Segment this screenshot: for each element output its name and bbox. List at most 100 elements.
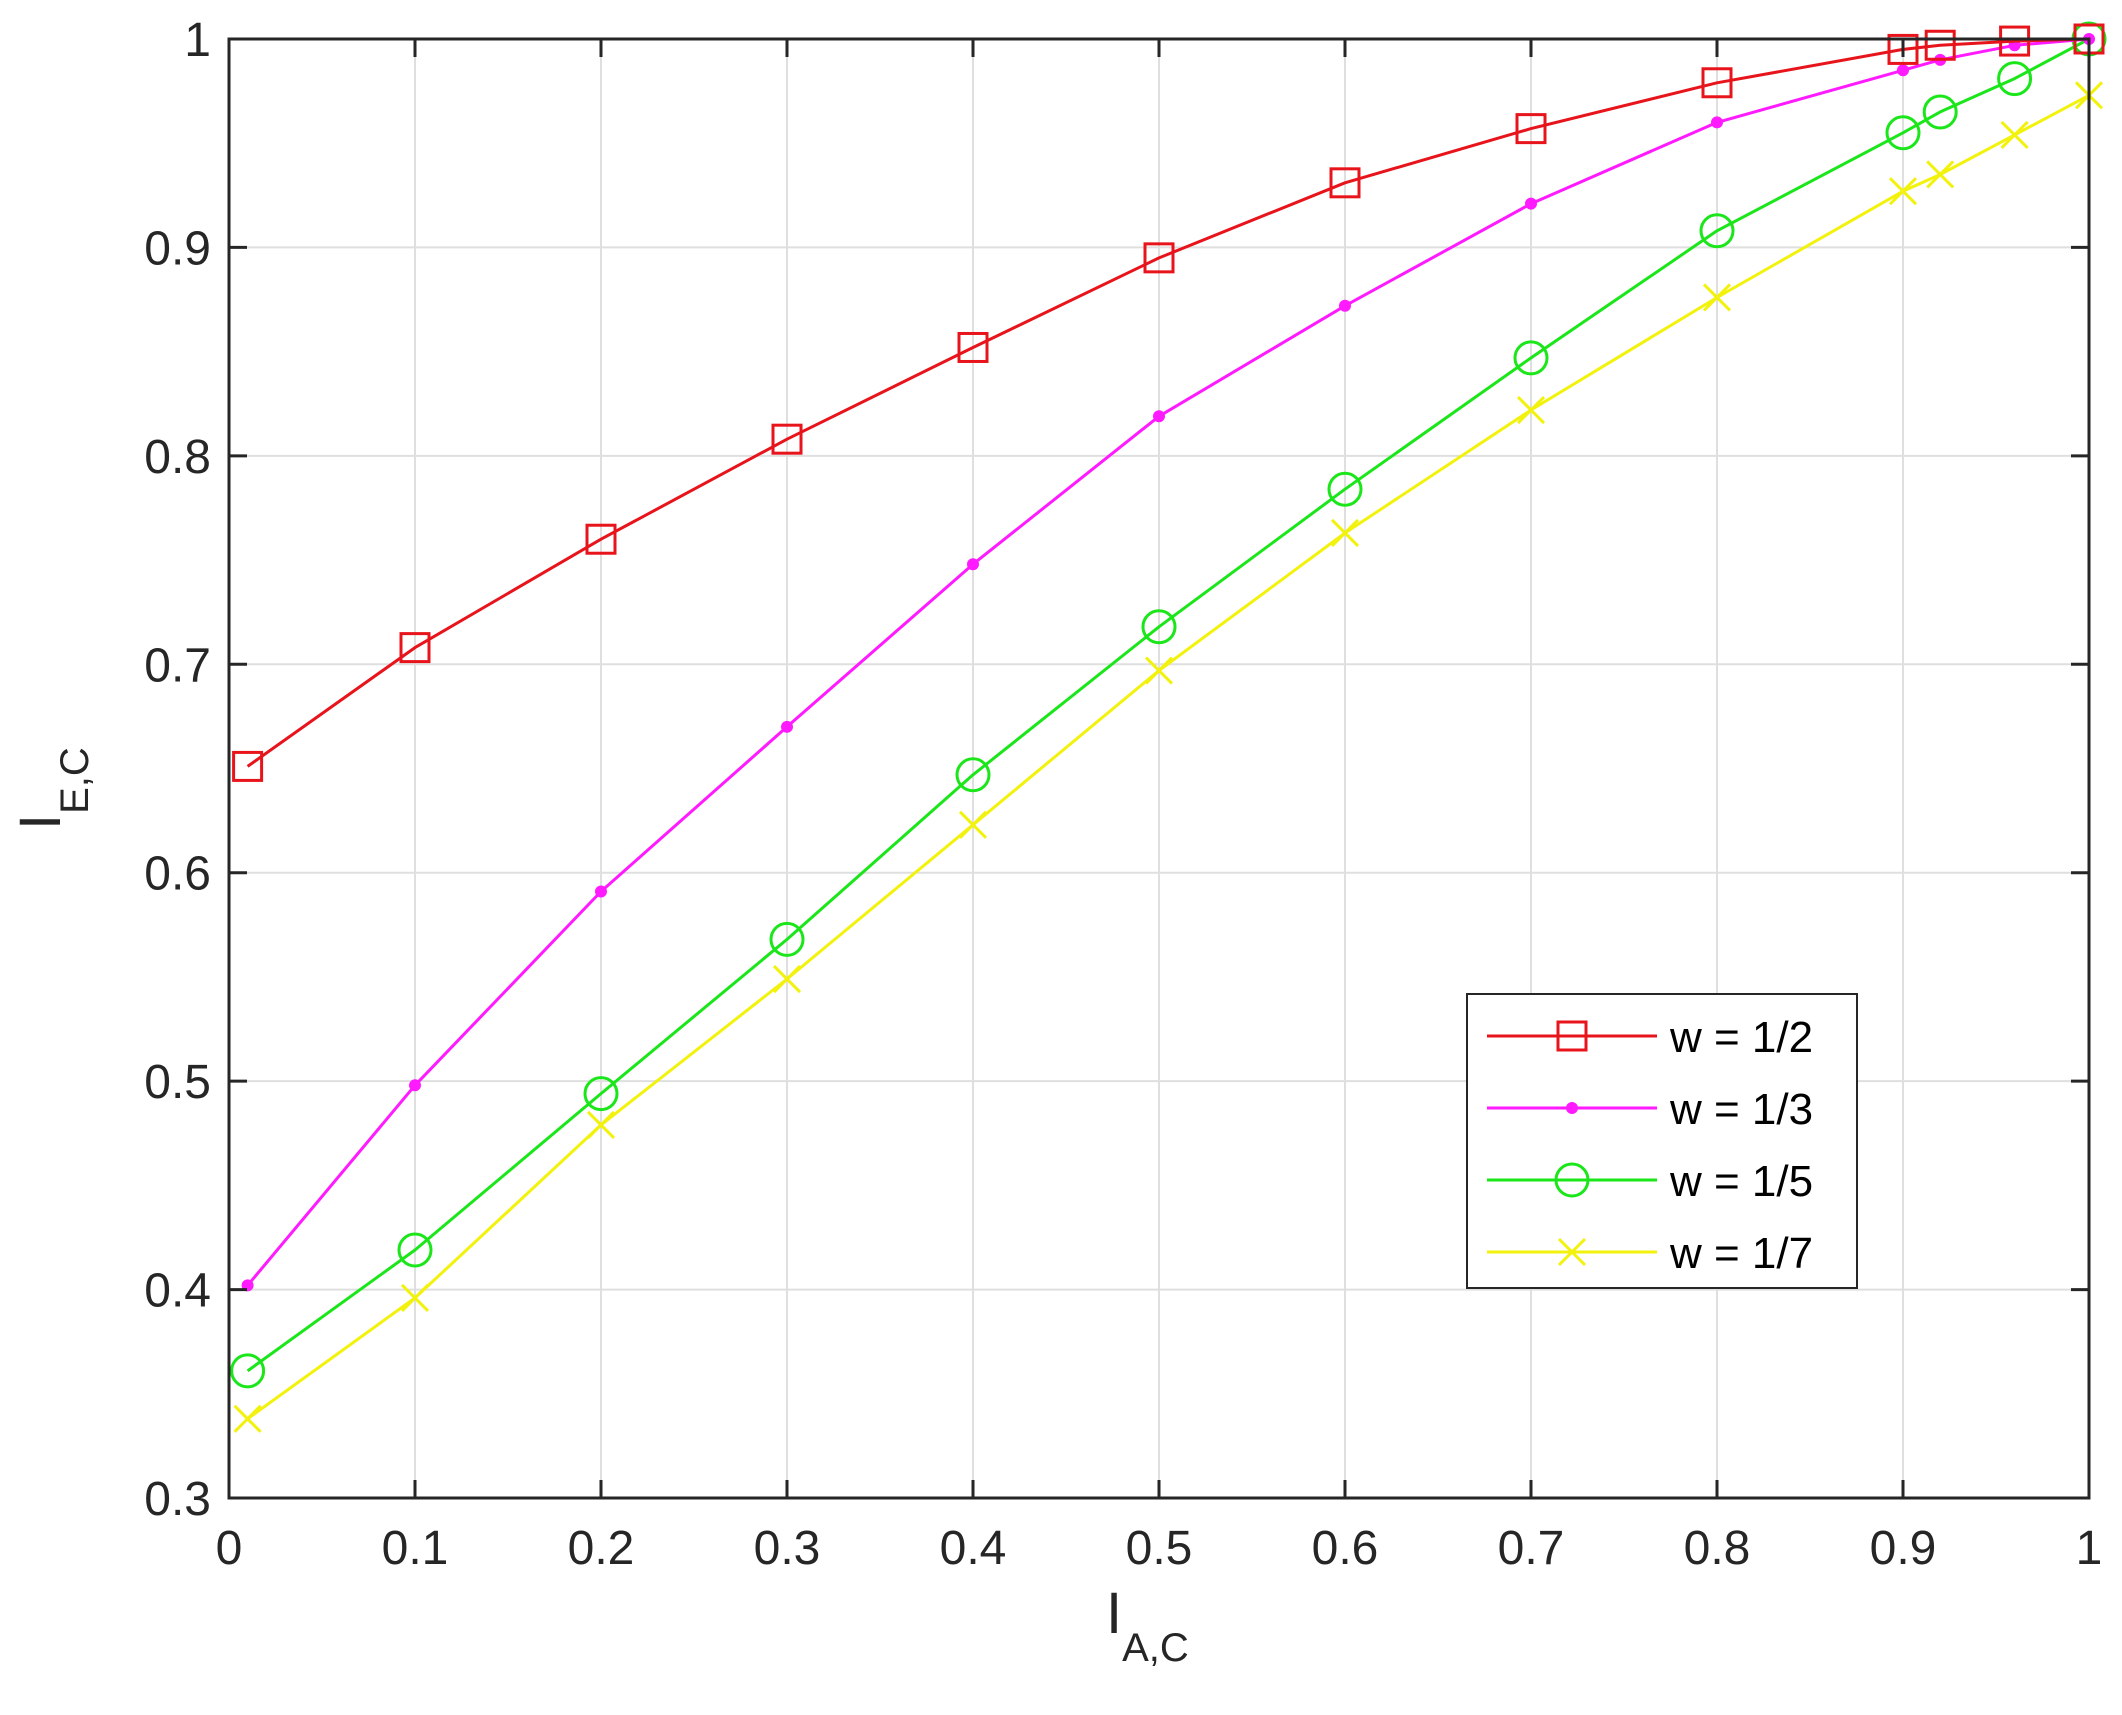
- legend-marker: [1566, 1102, 1578, 1114]
- data-point: [771, 423, 803, 455]
- data-point: [409, 1079, 421, 1092]
- data-point: [232, 750, 264, 782]
- data-point-stroke: [400, 1283, 430, 1312]
- data-point: [1515, 113, 1547, 145]
- data-point: [958, 810, 988, 839]
- legend-label: w = 1/5: [1669, 1157, 1813, 1206]
- data-point: [1144, 656, 1174, 685]
- data-point: [583, 1076, 619, 1112]
- ticks: [227, 37, 2091, 1500]
- series-line: [246, 37, 2090, 768]
- data-point: [1887, 33, 1919, 65]
- data-point: [1888, 177, 1918, 206]
- tick-labels: 0 0.1 0.2 0.3 0.4 0.5 0.6 0.7 0.8 0.9 1 0.3 0.4 0.5 0.…: [144, 14, 2102, 1575]
- data-point: [2000, 120, 2029, 149]
- legend-box: [1466, 993, 1858, 1289]
- y-tick-label: 0.5: [144, 1056, 211, 1109]
- data-point-stroke: [1330, 518, 1360, 548]
- data-point: [955, 757, 991, 793]
- data-point: [1711, 116, 1723, 129]
- data-point-stroke: [1144, 656, 1174, 685]
- x-tick-label: 0.6: [1312, 1522, 1379, 1575]
- y-axis-title: IE,C: [8, 747, 97, 830]
- y-tick-label: 0.6: [144, 848, 211, 901]
- data-point-stroke: [1516, 395, 1546, 425]
- data-point: [586, 1110, 616, 1139]
- series-1: [232, 23, 2105, 782]
- data-point: [769, 921, 805, 957]
- x-axis-title-sub: A,C: [1122, 1626, 1189, 1670]
- data-point: [1701, 67, 1733, 99]
- data-point: [595, 885, 607, 898]
- data-point: [1924, 29, 1956, 61]
- y-tick-label: 0.3: [144, 1473, 211, 1526]
- data-point: [1922, 94, 1958, 130]
- x-tick-label: 0.8: [1684, 1522, 1751, 1575]
- y-tick-label: 0.8: [144, 431, 211, 484]
- data-point: [1897, 64, 1909, 77]
- data-point: [1702, 283, 1732, 312]
- x-axis-title-main: I: [1106, 1581, 1122, 1646]
- series-4: [233, 81, 2104, 1433]
- data-point: [1143, 242, 1175, 274]
- data-point: [1699, 213, 1735, 249]
- x-tick-label: 0.9: [1870, 1522, 1937, 1575]
- legend-marker: [1557, 1237, 1587, 1267]
- legend-label: w = 1/3: [1669, 1085, 1813, 1134]
- data-point-stroke: [586, 1110, 616, 1139]
- y-tick-label: 1: [184, 14, 211, 67]
- data-point: [1339, 299, 1351, 312]
- legend-entry: w = 1/3: [1487, 1085, 1813, 1134]
- data-point: [1525, 197, 1537, 210]
- x-tick-label: 0.4: [940, 1522, 1007, 1575]
- legend-entries: w = 1/2 w = 1/3 w = 1/5 w = 1/7: [1487, 1013, 1813, 1278]
- x-tick-label: 0.1: [382, 1522, 449, 1575]
- x-tick-label: 0.7: [1498, 1522, 1565, 1575]
- data-point: [400, 1283, 430, 1312]
- y-tick-label: 0.4: [144, 1265, 211, 1318]
- data-point: [1329, 167, 1361, 199]
- data-point: [772, 964, 802, 994]
- series-line: [246, 37, 2090, 1373]
- x-tick-label: 1: [2076, 1522, 2103, 1575]
- legend-label: w = 1/2: [1669, 1013, 1813, 1062]
- data-point: [1141, 609, 1177, 645]
- data-point: [1153, 410, 1165, 423]
- data-point: [1997, 61, 2033, 97]
- data-point: [1513, 340, 1549, 376]
- data-point: [1999, 25, 2031, 57]
- legend-entry: w = 1/7: [1487, 1229, 1813, 1278]
- data-point: [233, 1404, 262, 1433]
- legend-entry: w = 1/5: [1487, 1157, 1813, 1206]
- data-point: [230, 1353, 266, 1389]
- legend-label: w = 1/7: [1669, 1229, 1813, 1278]
- data-point-stroke: [2000, 120, 2029, 149]
- x-tick-label: 0.5: [1126, 1522, 1193, 1575]
- data-point: [967, 558, 979, 571]
- x-tick-label: 0.3: [754, 1522, 821, 1575]
- series-3: [230, 21, 2107, 1389]
- data-point-stroke: [772, 964, 802, 994]
- data-point: [399, 632, 431, 664]
- y-axis-title-sub: E,C: [53, 747, 97, 814]
- data-point-stroke: [1702, 283, 1732, 312]
- y-tick-label: 0.9: [144, 222, 211, 275]
- data-point: [1885, 115, 1921, 151]
- legend-marker: [1556, 1020, 1588, 1052]
- data-point: [1330, 518, 1360, 548]
- y-axis-title-main: I: [8, 814, 73, 830]
- x-tick-label: 0: [216, 1522, 243, 1575]
- data-point-stroke: [958, 810, 988, 839]
- data-point: [1516, 395, 1546, 425]
- data-point-stroke: [1926, 160, 1955, 189]
- legend-marker-stroke: [1557, 1237, 1587, 1267]
- data-point: [585, 523, 617, 555]
- data-point: [957, 331, 989, 363]
- data-point: [781, 720, 793, 733]
- x-tick-label: 0.2: [568, 1522, 635, 1575]
- data-point: [1926, 160, 1955, 189]
- legend-entry: w = 1/2: [1487, 1013, 1813, 1062]
- legend-marker: [1554, 1162, 1590, 1198]
- x-axis-title: IA,C: [1106, 1581, 1189, 1670]
